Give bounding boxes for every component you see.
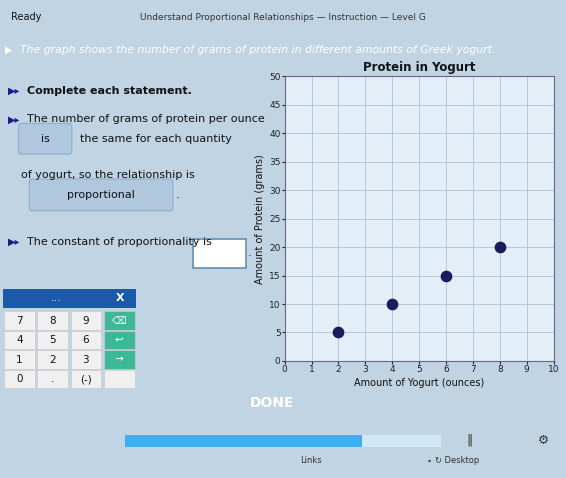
Bar: [71, 311, 101, 330]
Text: ▶▸: ▶▸: [8, 114, 20, 124]
Text: ⚙: ⚙: [538, 434, 549, 447]
Text: Ready: Ready: [11, 12, 42, 22]
Text: The constant of proportionality is: The constant of proportionality is: [27, 237, 212, 247]
Text: .: .: [175, 190, 179, 200]
Bar: [71, 350, 101, 369]
Bar: [37, 331, 68, 349]
Text: Understand Proportional Relationships — Instruction — Level G: Understand Proportional Relationships — …: [140, 12, 426, 22]
Point: [495, 243, 504, 251]
X-axis label: Amount of Yogurt (ounces): Amount of Yogurt (ounces): [354, 378, 484, 388]
Bar: [125, 435, 441, 446]
Text: The number of grams of protein per ounce: The number of grams of protein per ounce: [27, 114, 264, 124]
Text: (-): (-): [80, 374, 92, 384]
Bar: [104, 370, 135, 388]
Text: 4: 4: [16, 335, 23, 345]
Text: ▶: ▶: [5, 45, 12, 55]
Text: 7: 7: [16, 315, 23, 326]
Text: of yogurt, so the relationship is: of yogurt, so the relationship is: [22, 170, 195, 180]
Text: X: X: [115, 293, 124, 304]
Bar: [37, 311, 68, 330]
Text: ▶▸: ▶▸: [8, 86, 20, 96]
Y-axis label: Amount of Protein (grams): Amount of Protein (grams): [255, 154, 265, 283]
Bar: [71, 370, 101, 388]
Bar: [104, 311, 135, 330]
Text: Complete each statement.: Complete each statement.: [27, 86, 191, 96]
Bar: [4, 370, 35, 388]
Text: is: is: [41, 133, 50, 143]
Bar: [37, 370, 68, 388]
Text: The graph shows the number of grams of protein in different amounts of Greek yog: The graph shows the number of grams of p…: [20, 45, 495, 55]
Bar: [3, 289, 136, 308]
Bar: [104, 331, 135, 349]
Point: [388, 300, 397, 308]
FancyBboxPatch shape: [193, 239, 246, 268]
Text: DONE: DONE: [250, 396, 294, 410]
Text: ▶▸: ▶▸: [8, 237, 20, 247]
Text: 5: 5: [49, 335, 56, 345]
Text: 6: 6: [83, 335, 89, 345]
Title: Protein in Yogurt: Protein in Yogurt: [363, 61, 475, 74]
FancyBboxPatch shape: [29, 179, 173, 211]
Bar: [4, 350, 35, 369]
Text: 1: 1: [16, 355, 23, 365]
Bar: [37, 350, 68, 369]
Bar: [104, 350, 135, 369]
Point: [334, 329, 343, 337]
Text: ⌫: ⌫: [112, 315, 127, 326]
Text: the same for each quantity: the same for each quantity: [80, 133, 231, 143]
Text: .: .: [51, 374, 54, 384]
Bar: [125, 435, 362, 446]
Text: ↩: ↩: [115, 335, 123, 345]
Bar: [71, 331, 101, 349]
Text: 2: 2: [49, 355, 56, 365]
Bar: [4, 311, 35, 330]
Bar: [4, 331, 35, 349]
Text: ‖: ‖: [466, 434, 473, 447]
Text: 8: 8: [49, 315, 56, 326]
Text: 0: 0: [16, 374, 23, 384]
Text: proportional: proportional: [67, 190, 135, 200]
Text: 3: 3: [83, 355, 89, 365]
Text: ∙ ↻ Desktop: ∙ ↻ Desktop: [427, 456, 479, 465]
Text: Links: Links: [301, 456, 322, 465]
FancyBboxPatch shape: [19, 123, 72, 154]
Text: 9: 9: [83, 315, 89, 326]
Text: →: →: [115, 355, 123, 365]
Point: [441, 272, 451, 279]
Text: .: .: [247, 249, 251, 259]
Text: ...: ...: [50, 293, 62, 304]
